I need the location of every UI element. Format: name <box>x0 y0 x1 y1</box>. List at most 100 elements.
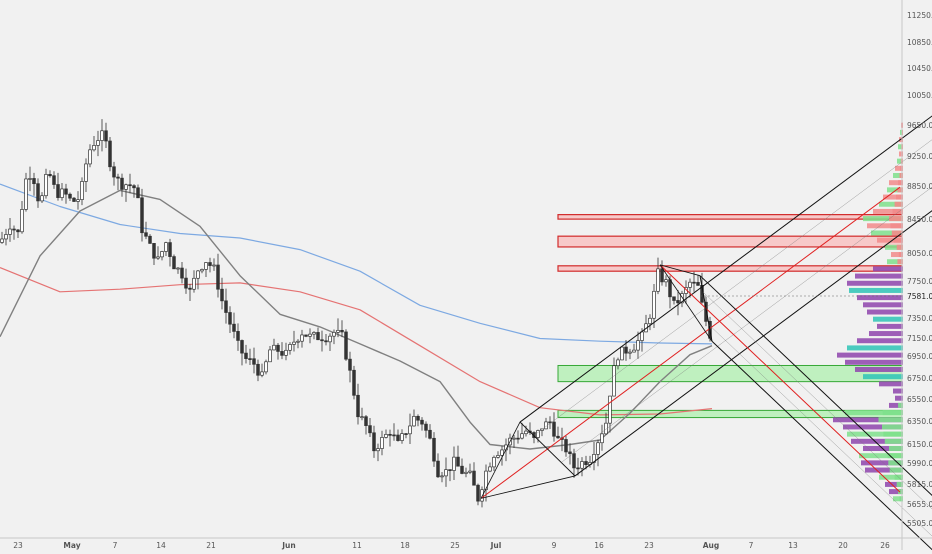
candle-body <box>692 281 696 284</box>
candle-body <box>396 434 400 441</box>
volume-profile-bar <box>847 345 903 351</box>
candle-body <box>564 439 568 453</box>
candle-body <box>608 395 612 424</box>
volume-profile-bar <box>889 467 903 473</box>
candle-body <box>280 351 284 356</box>
volume-profile-bar <box>867 223 903 229</box>
candle-body <box>0 238 4 243</box>
candle-body <box>164 242 168 252</box>
candle-body <box>704 301 708 322</box>
candle-body <box>76 199 80 202</box>
volume-profile-bar <box>837 352 903 358</box>
volume-profile-bar <box>847 280 903 286</box>
x-tick-label: 14 <box>156 541 166 550</box>
candle-body <box>152 243 156 259</box>
candle-body <box>516 437 520 440</box>
volume-profile-bar <box>865 467 903 473</box>
candle-body <box>100 130 104 141</box>
volume-profile-bar <box>869 331 903 337</box>
candle-body <box>448 469 452 471</box>
candle-body <box>364 416 368 426</box>
candle-body <box>288 344 292 351</box>
candle-body <box>344 331 348 360</box>
candle-body <box>388 433 392 436</box>
volume-profile-bar <box>879 201 903 207</box>
volume-profile-bar <box>863 374 903 380</box>
candle-body <box>656 268 660 292</box>
volume-profile-bar <box>855 273 903 279</box>
volume-profile-bar <box>851 438 903 444</box>
candle-body <box>208 262 212 266</box>
zones-layer <box>557 214 903 419</box>
candle-body <box>220 288 224 302</box>
y-tick-label: 5815.0 <box>907 480 932 489</box>
volume-profile-bar <box>877 237 903 243</box>
candle-body <box>604 422 608 435</box>
volume-profile-bar <box>887 453 903 459</box>
y-tick-label: 6350.0 <box>907 417 932 426</box>
candle-body <box>188 287 192 290</box>
candle-body <box>168 242 172 257</box>
x-tick-label: Jul <box>490 541 502 550</box>
volume-profile-bar <box>833 417 903 423</box>
volume-profile-bar <box>895 165 903 171</box>
pitchfork-up-handle <box>519 421 576 477</box>
candle-body <box>652 290 656 319</box>
volume-profile-bar <box>889 180 903 186</box>
candle-body <box>328 335 332 343</box>
candle-body <box>664 279 668 283</box>
volume-profile-bar <box>861 460 903 466</box>
candle-body <box>352 369 356 396</box>
candle-body <box>672 296 676 301</box>
candle-body <box>576 467 580 470</box>
candle-body <box>408 425 412 435</box>
volume-profile-bar <box>896 481 903 487</box>
candle-body <box>404 433 408 435</box>
candle-body <box>660 268 664 283</box>
candle-body <box>60 188 64 198</box>
volume-profile-bar <box>897 158 903 164</box>
volume-profile-bar <box>893 388 903 394</box>
candle-body <box>240 340 244 354</box>
candle-body <box>336 329 340 333</box>
candle-body <box>252 358 256 365</box>
y-tick-label: 9650.0 <box>907 121 932 130</box>
candle-body <box>200 269 204 272</box>
candle-body <box>596 442 600 455</box>
volume-profile-bar <box>893 237 903 243</box>
candle-body <box>472 470 476 486</box>
candle-body <box>32 178 36 185</box>
x-tick-label: Jun <box>281 541 295 550</box>
volume-profile-bar <box>882 410 903 416</box>
volume-profile-bar <box>857 338 903 344</box>
x-tick-label: 25 <box>450 541 460 550</box>
candle-body <box>616 359 620 367</box>
volume-profile-bar <box>879 381 903 387</box>
pitchfork-down-tine <box>711 340 932 551</box>
y-tick-label: 7150.0 <box>907 334 932 343</box>
volume-profile-bar <box>895 395 903 401</box>
volume-profile-bar <box>898 402 903 408</box>
x-tick-label: 16 <box>594 541 604 550</box>
pitchfork-down-leg <box>659 264 701 277</box>
pitchfork-down-inner-tine <box>708 324 932 537</box>
candle-body <box>104 130 108 142</box>
pitchfork-up-tine <box>519 115 932 423</box>
candle-body <box>536 430 540 438</box>
candle-body <box>400 433 404 441</box>
candle-body <box>268 349 272 363</box>
candle-body <box>340 329 344 333</box>
y-tick-label: 10850.0 <box>907 38 932 47</box>
candle-body <box>176 267 180 270</box>
y-tick-label: 7350.0 <box>907 314 932 323</box>
candle-body <box>688 281 692 288</box>
volume-profile-bar <box>894 201 903 207</box>
y-tick-label: 6750.0 <box>907 374 932 383</box>
candle-body <box>80 181 84 200</box>
candle-body <box>92 145 96 151</box>
volume-profile-bar <box>897 259 903 265</box>
volume-profile-bar <box>890 223 903 229</box>
volume-profile-bar <box>867 309 903 315</box>
candle-body <box>148 235 152 244</box>
candle-body <box>72 197 76 202</box>
